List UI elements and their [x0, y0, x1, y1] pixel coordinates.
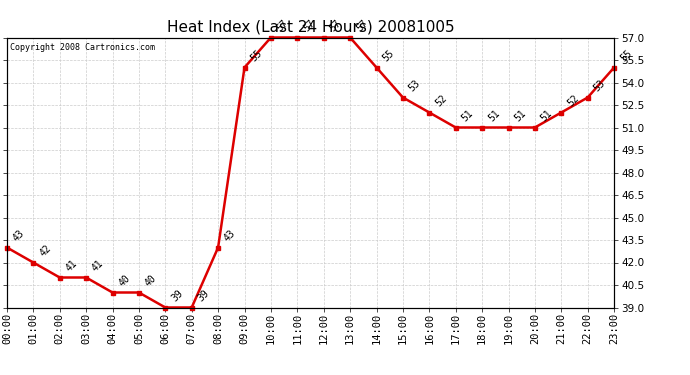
Text: 40: 40 [117, 273, 132, 288]
Text: 55: 55 [618, 48, 633, 63]
Text: 39: 39 [196, 288, 211, 303]
Text: 40: 40 [143, 273, 159, 288]
Text: 53: 53 [592, 78, 607, 93]
Text: 39: 39 [170, 288, 185, 303]
Text: 57: 57 [328, 18, 343, 33]
Text: 51: 51 [513, 108, 528, 123]
Text: 52: 52 [433, 93, 449, 108]
Text: 43: 43 [222, 228, 237, 243]
Text: 57: 57 [354, 18, 370, 33]
Text: 55: 55 [248, 48, 264, 63]
Text: 43: 43 [11, 228, 26, 243]
Text: 52: 52 [566, 93, 581, 108]
Text: 42: 42 [37, 243, 53, 258]
Text: 55: 55 [381, 48, 396, 63]
Text: 41: 41 [90, 258, 106, 273]
Text: 51: 51 [539, 108, 555, 123]
Title: Heat Index (Last 24 Hours) 20081005: Heat Index (Last 24 Hours) 20081005 [167, 20, 454, 35]
Text: 53: 53 [407, 78, 422, 93]
Text: 41: 41 [64, 258, 79, 273]
Text: 51: 51 [460, 108, 475, 123]
Text: 57: 57 [302, 18, 317, 33]
Text: Copyright 2008 Cartronics.com: Copyright 2008 Cartronics.com [10, 43, 155, 52]
Text: 57: 57 [275, 18, 290, 33]
Text: 51: 51 [486, 108, 502, 123]
